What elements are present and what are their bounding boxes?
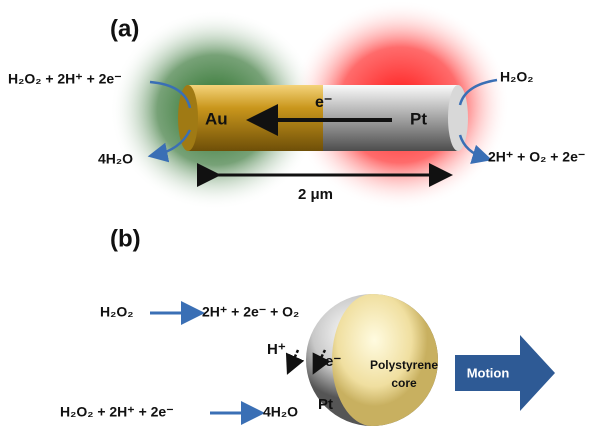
core-label: core	[391, 376, 417, 390]
length-label: 2 μm	[298, 186, 333, 203]
panel-label: (b)	[110, 225, 141, 252]
core-label: Polystyrene	[370, 358, 438, 372]
reaction-text: H₂O₂	[500, 69, 533, 85]
proton-label: H⁺	[267, 341, 286, 358]
reaction-text: 4H₂O	[98, 151, 133, 167]
reaction-text: H₂O₂ + 2H⁺ + 2e⁻	[60, 404, 174, 420]
motion-label: Motion	[467, 365, 510, 380]
reaction-text: 2H⁺ + O₂ + 2e⁻	[488, 149, 585, 165]
reaction-text: H₂O₂	[100, 304, 133, 320]
proton-arrow	[290, 350, 298, 368]
au-label: Au	[205, 109, 228, 128]
pt-label: Pt	[318, 396, 333, 413]
electron-label: e⁻	[315, 94, 332, 111]
reaction-text: H₂O₂ + 2H⁺ + 2e⁻	[8, 71, 122, 87]
electron-label: e⁻	[325, 353, 341, 370]
reaction-text: 2H⁺ + 2e⁻ + O₂	[202, 304, 299, 320]
reaction-text: 4H₂O	[263, 404, 298, 420]
pt-label: Pt	[410, 109, 427, 128]
panel-label: (a)	[110, 15, 139, 42]
figure: (a) H₂O₂ + 2H⁺ + 2e⁻ 4H₂O H₂O₂ 2H⁺ + O₂ …	[0, 0, 616, 441]
